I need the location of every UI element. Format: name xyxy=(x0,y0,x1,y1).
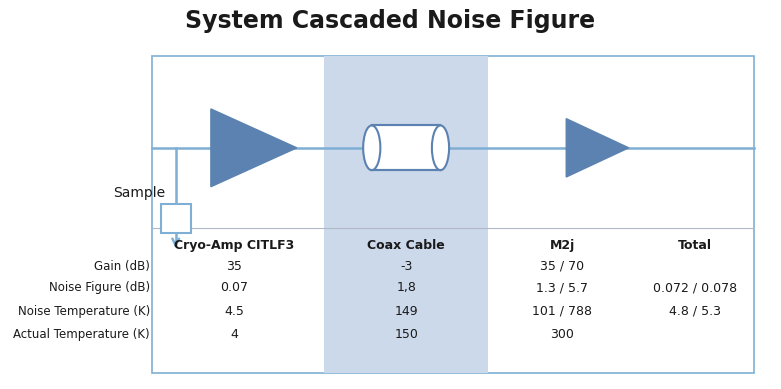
Text: 1,8: 1,8 xyxy=(396,281,416,294)
Bar xyxy=(152,56,754,373)
Text: 150: 150 xyxy=(394,328,418,341)
Text: 0.07: 0.07 xyxy=(220,281,248,294)
Text: 1.3 / 5.7: 1.3 / 5.7 xyxy=(537,281,588,294)
Bar xyxy=(372,125,440,170)
Bar xyxy=(161,204,191,233)
Ellipse shape xyxy=(363,125,380,170)
Ellipse shape xyxy=(432,125,449,170)
Bar xyxy=(324,56,488,373)
Text: 300: 300 xyxy=(551,328,574,341)
Text: 149: 149 xyxy=(394,305,418,318)
Text: Sample: Sample xyxy=(113,186,166,200)
Text: 4.5: 4.5 xyxy=(224,305,244,318)
Text: -3: -3 xyxy=(400,260,412,273)
Text: 4: 4 xyxy=(230,328,238,341)
Text: System Cascaded Noise Figure: System Cascaded Noise Figure xyxy=(185,9,596,33)
Text: M2j: M2j xyxy=(550,238,575,252)
Text: Cryo-Amp CITLF3: Cryo-Amp CITLF3 xyxy=(174,238,294,252)
Text: 35: 35 xyxy=(226,260,242,273)
Polygon shape xyxy=(211,109,297,187)
Text: Actual Temperature (K): Actual Temperature (K) xyxy=(13,328,150,341)
Text: 0.072 / 0.078: 0.072 / 0.078 xyxy=(653,281,737,294)
Text: Noise Figure (dB): Noise Figure (dB) xyxy=(49,281,150,294)
Text: Noise Temperature (K): Noise Temperature (K) xyxy=(18,305,150,318)
Polygon shape xyxy=(566,119,629,177)
Text: Total: Total xyxy=(678,238,712,252)
Text: Gain (dB): Gain (dB) xyxy=(94,260,150,273)
Text: 101 / 788: 101 / 788 xyxy=(533,305,592,318)
Text: Coax Cable: Coax Cable xyxy=(367,238,445,252)
Text: 35 / 70: 35 / 70 xyxy=(540,260,584,273)
Text: 4.8 / 5.3: 4.8 / 5.3 xyxy=(669,305,721,318)
